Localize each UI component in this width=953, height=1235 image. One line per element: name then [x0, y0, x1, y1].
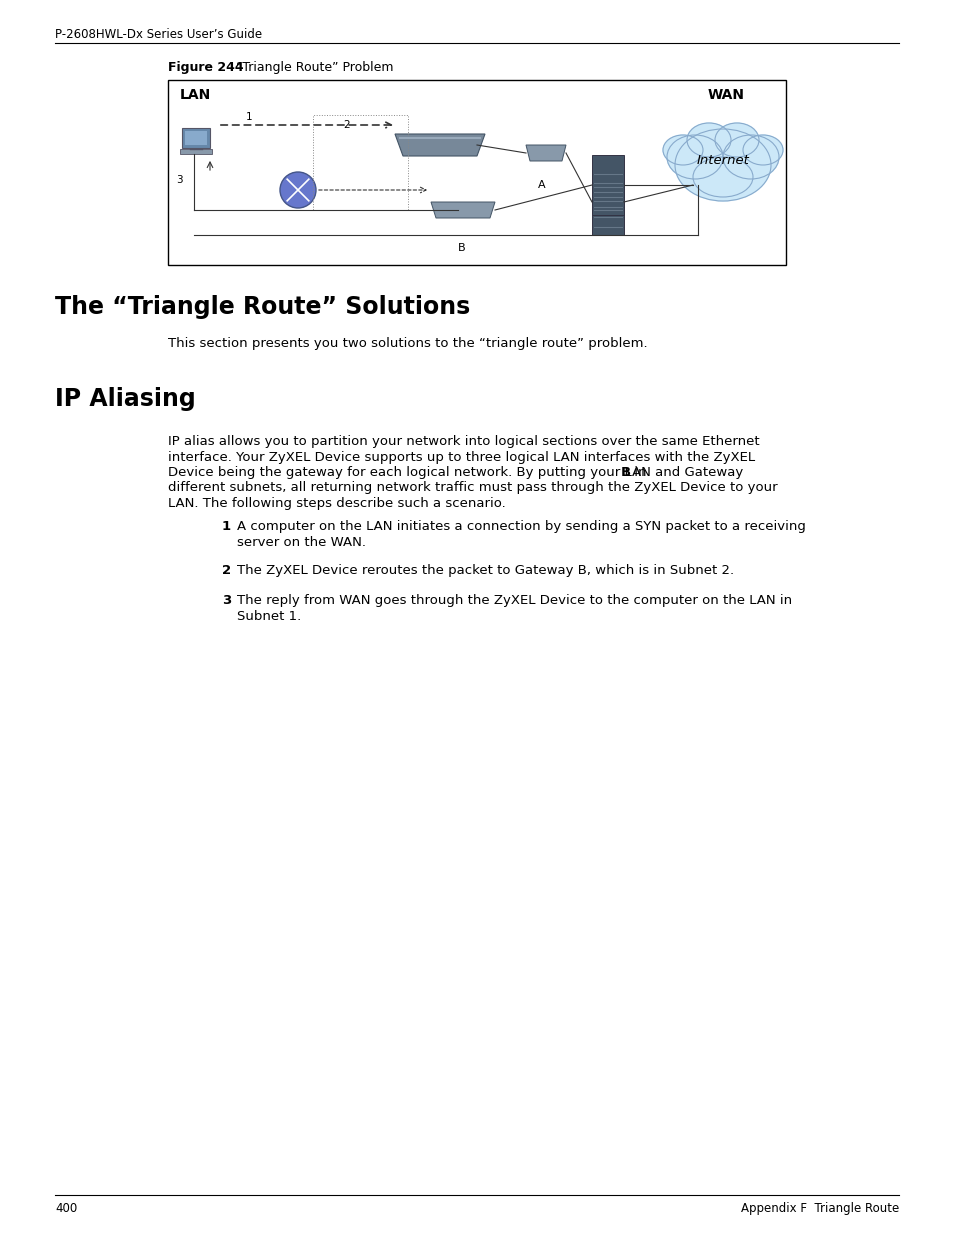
Text: server on the WAN.: server on the WAN. — [236, 536, 366, 548]
Polygon shape — [395, 135, 484, 156]
Ellipse shape — [742, 135, 782, 165]
Ellipse shape — [714, 124, 759, 157]
Ellipse shape — [662, 135, 702, 165]
Text: LAN: LAN — [180, 88, 211, 103]
Text: A: A — [537, 180, 545, 190]
Polygon shape — [431, 203, 495, 219]
Bar — [592, 156, 623, 215]
Text: B: B — [457, 243, 465, 253]
Ellipse shape — [666, 135, 722, 179]
Text: Device being the gateway for each logical network. By putting your LAN and Gatew: Device being the gateway for each logica… — [168, 466, 747, 479]
Polygon shape — [525, 144, 565, 161]
FancyBboxPatch shape — [180, 149, 212, 154]
Text: different subnets, all returning network traffic must pass through the ZyXEL Dev: different subnets, all returning network… — [168, 482, 777, 494]
Text: interface. Your ZyXEL Device supports up to three logical LAN interfaces with th: interface. Your ZyXEL Device supports up… — [168, 451, 755, 463]
Circle shape — [280, 172, 315, 207]
Text: 1: 1 — [222, 520, 231, 534]
Text: 2: 2 — [222, 564, 231, 577]
Text: 1: 1 — [246, 112, 253, 122]
Text: IP Aliasing: IP Aliasing — [55, 387, 195, 411]
Ellipse shape — [686, 124, 730, 157]
Text: 3: 3 — [175, 175, 182, 185]
Text: Figure 244: Figure 244 — [168, 61, 243, 74]
Text: The ZyXEL Device reroutes the packet to Gateway B, which is in Subnet 2.: The ZyXEL Device reroutes the packet to … — [236, 564, 734, 577]
Bar — [592, 170, 623, 235]
Ellipse shape — [692, 157, 752, 198]
Text: The “Triangle Route” Solutions: The “Triangle Route” Solutions — [55, 295, 470, 319]
Text: in: in — [629, 466, 646, 479]
FancyBboxPatch shape — [182, 128, 210, 148]
Ellipse shape — [675, 128, 770, 201]
Text: LAN. The following steps describe such a scenario.: LAN. The following steps describe such a… — [168, 496, 505, 510]
Text: The reply from WAN goes through the ZyXEL Device to the computer on the LAN in: The reply from WAN goes through the ZyXE… — [236, 594, 791, 606]
Text: A computer on the LAN initiates a connection by sending a SYN packet to a receiv: A computer on the LAN initiates a connec… — [236, 520, 805, 534]
Text: 2: 2 — [343, 120, 349, 130]
Text: WAN: WAN — [707, 88, 744, 103]
Ellipse shape — [722, 135, 779, 179]
Text: Subnet 1.: Subnet 1. — [236, 610, 301, 622]
Text: “Triangle Route” Problem: “Triangle Route” Problem — [224, 61, 393, 74]
Text: This section presents you two solutions to the “triangle route” problem.: This section presents you two solutions … — [168, 337, 647, 350]
Text: P-2608HWL-Dx Series User’s Guide: P-2608HWL-Dx Series User’s Guide — [55, 28, 262, 41]
Text: B: B — [620, 466, 631, 479]
Bar — [313, 115, 408, 210]
Text: Internet: Internet — [696, 153, 749, 167]
Text: 3: 3 — [222, 594, 231, 606]
Text: IP alias allows you to partition your network into logical sections over the sam: IP alias allows you to partition your ne… — [168, 435, 759, 448]
Bar — [185, 131, 207, 144]
Text: Appendix F  Triangle Route: Appendix F Triangle Route — [740, 1202, 898, 1215]
Bar — [168, 80, 785, 266]
Text: 400: 400 — [55, 1202, 77, 1215]
